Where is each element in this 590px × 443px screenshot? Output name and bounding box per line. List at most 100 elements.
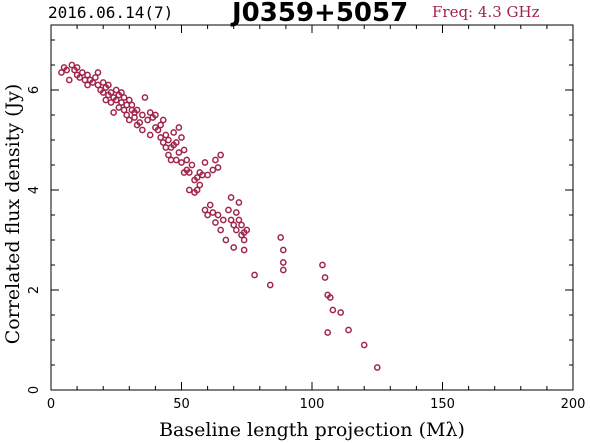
data-point (144, 116, 151, 124)
data-point (212, 156, 219, 164)
data-point (157, 134, 164, 141)
tick-labels: 0 50 100 150 200 0 2 4 6 (27, 86, 585, 412)
data-point (89, 79, 97, 86)
data-point (175, 124, 183, 131)
data-point (329, 306, 337, 314)
data-point (99, 89, 107, 96)
data-point (279, 259, 287, 266)
data-point (146, 131, 154, 139)
data-point (178, 134, 185, 141)
data-point (63, 66, 71, 74)
data-point (232, 226, 240, 234)
data-point (337, 309, 345, 316)
data-point (209, 166, 217, 174)
data-point (120, 94, 128, 101)
data-point (251, 271, 258, 279)
data-point (279, 246, 287, 254)
x-tick-label: 200 (561, 397, 586, 412)
data-point (360, 341, 368, 349)
x-tick-label: 50 (173, 397, 190, 412)
data-point (172, 139, 180, 146)
data-point (185, 169, 193, 176)
data-point (201, 159, 209, 166)
y-axis-label: Correlated flux density (Jy) (2, 84, 24, 345)
data-point (118, 99, 125, 106)
data-point (139, 111, 146, 119)
frequency-label: Freq: 4.3 GHz (432, 3, 540, 21)
data-point (243, 226, 251, 234)
data-point (345, 326, 352, 334)
data-point (78, 69, 86, 76)
data-point (219, 216, 227, 224)
data-point (373, 364, 381, 371)
y-tick-label: 2 (27, 286, 42, 294)
y-tick-label: 6 (27, 86, 42, 94)
data-point (94, 81, 102, 89)
data-point (133, 106, 141, 114)
observation-date: 2016.06.14(7) (48, 3, 174, 22)
data-point (136, 119, 144, 126)
data-point (279, 266, 287, 274)
data-point (157, 121, 164, 129)
data-point (227, 194, 235, 201)
data-point (159, 139, 167, 146)
data-point (209, 209, 217, 216)
data-point (125, 96, 133, 104)
data-point (183, 156, 191, 164)
data-point (235, 199, 243, 206)
plot-frame (50, 24, 574, 391)
x-tick-label: 0 (47, 397, 55, 412)
axis-ticks (50, 25, 574, 391)
data-point (172, 156, 180, 164)
data-point (180, 146, 188, 154)
data-point (235, 216, 243, 224)
data-point (230, 244, 238, 251)
data-point (214, 211, 222, 219)
data-point (167, 156, 175, 164)
data-point (230, 221, 238, 229)
y-tick-label: 4 (27, 186, 42, 194)
data-point (94, 69, 102, 76)
data-point (326, 294, 334, 301)
data-point (240, 236, 248, 244)
data-point (193, 174, 201, 181)
data-point (324, 329, 332, 336)
data-point (102, 96, 110, 104)
data-point (84, 71, 91, 79)
data-point (321, 274, 329, 281)
data-point (146, 109, 154, 116)
data-point (139, 126, 146, 134)
data-point (214, 164, 222, 171)
data-point (84, 81, 91, 89)
data-point (73, 64, 81, 71)
data-point (162, 144, 170, 151)
data-point (178, 159, 185, 166)
y-tick-label: 0 (27, 386, 42, 394)
data-point (185, 186, 193, 194)
data-point (107, 99, 115, 106)
data-point (141, 94, 149, 101)
data-point (206, 201, 214, 209)
data-point (162, 131, 170, 139)
x-tick-label: 150 (430, 397, 455, 412)
data-point (107, 89, 115, 96)
data-point (201, 206, 209, 214)
data-point (170, 129, 178, 136)
data-points (58, 61, 381, 371)
data-point (188, 161, 196, 169)
data-point (123, 111, 131, 119)
data-point (319, 261, 326, 269)
data-point (227, 216, 235, 224)
data-point (175, 149, 183, 156)
data-point (115, 104, 123, 111)
data-point (217, 226, 224, 234)
x-tick-label: 100 (300, 397, 325, 412)
data-point (266, 281, 274, 289)
data-point (196, 181, 204, 189)
data-point (165, 136, 172, 144)
data-point (204, 171, 211, 179)
data-point (232, 209, 240, 216)
data-point (222, 236, 230, 244)
data-point (277, 234, 285, 241)
